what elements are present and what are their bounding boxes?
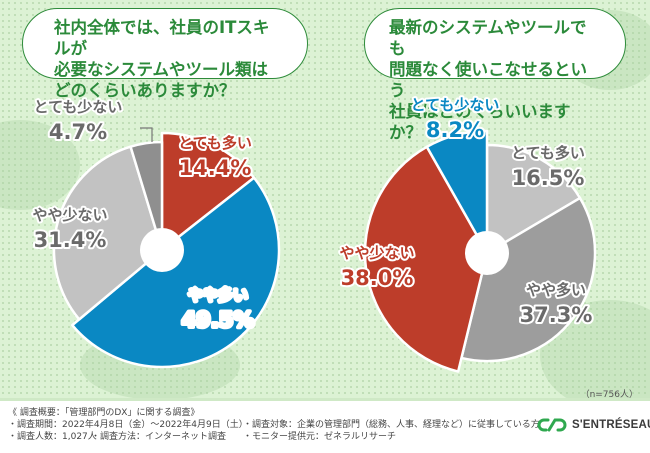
- slice-percent-label: 16.5%: [512, 166, 585, 190]
- logo-icon: [537, 418, 567, 432]
- slice-category-label: とても少ない: [34, 98, 123, 116]
- slice-percent-label: 8.2%: [426, 118, 484, 142]
- slice-category-label: とても多い: [511, 144, 585, 162]
- footer: [0, 398, 650, 453]
- survey-period: ・調査期間：2022年4月8日（金）～2022年4月9日（土）: [8, 420, 248, 430]
- pie-slice: [425, 129, 489, 255]
- slice-percent-label: 38.0%: [341, 266, 414, 290]
- slice-category-label: やや少ない: [32, 206, 107, 224]
- slice-percent-label: 37.3%: [520, 303, 593, 327]
- slice-percent-label: 49.5%: [182, 308, 255, 332]
- pie-slice: [485, 143, 582, 255]
- slice-category-label: とても多い: [178, 134, 252, 152]
- pie-slice: [160, 131, 256, 252]
- slice-percent-label: 4.7%: [49, 120, 107, 144]
- slice-category-label: やや多い: [526, 281, 586, 299]
- slice-category-label: やや少ない: [339, 244, 414, 262]
- question-line: どのくらいありますか？: [54, 81, 236, 100]
- pie-chart-1: とても多い 14.4% やや多い 49.5% やや少ない 31.4% とても少ない 4.7%: [30, 96, 281, 369]
- question-line: 問題なく使いこなせるという: [389, 60, 587, 100]
- question-line: 社員はどのくらいいますか？: [389, 102, 571, 142]
- question-line: 必要なシステムやツール類は: [54, 60, 269, 79]
- survey-method: ・調査方法：インターネット調査: [91, 432, 227, 442]
- pie-slice: [460, 196, 597, 363]
- sample-size-note: （n=756人）: [580, 390, 638, 400]
- survey-target: ・調査対象：企業の管理部門（総務、人事、経理など）に従事している方: [243, 420, 540, 430]
- survey-heading: 《 調査概要：「管理部門のDX」に関する調査》: [8, 408, 200, 418]
- pie-center-hole: [465, 231, 509, 275]
- question-line: 社内全体では、社員のITスキルが: [54, 18, 270, 58]
- leader-line: [140, 127, 153, 142]
- survey-provider: ・モニター提供元：ゼネラルリサーチ: [243, 432, 397, 442]
- slice-category-label: とても少ない: [411, 96, 500, 114]
- pie-slice: [71, 176, 281, 369]
- slice-percent-label: 31.4%: [34, 228, 107, 252]
- pie-center-hole: [140, 228, 184, 272]
- survey-count: ・調査人数：1,027人: [8, 432, 97, 442]
- logo-text: S'ENTRÉSEAU: [572, 419, 650, 431]
- pie-slice: [129, 140, 164, 252]
- question-bubble-left: 社内全体では、社員のITスキルが 必要なシステムやツール類は どのくらいあります…: [22, 8, 308, 100]
- pie-chart-2: とても多い 16.5% やや多い 37.3% やや少ない 38.0% とても少ない 8.2%: [337, 94, 597, 373]
- pie-slice: [363, 145, 489, 373]
- pie-slice: [52, 145, 164, 321]
- question-line: 最新のシステムやツールでも: [389, 18, 587, 58]
- slice-percent-label: 14.4%: [179, 156, 252, 180]
- logo: S'ENTRÉSEAU: [537, 418, 650, 432]
- question-bubble-right: 最新のシステムやツールでも 問題なく使いこなせるという 社員はどのくらいいますか…: [364, 8, 626, 142]
- slice-category-label: やや多い: [188, 286, 248, 304]
